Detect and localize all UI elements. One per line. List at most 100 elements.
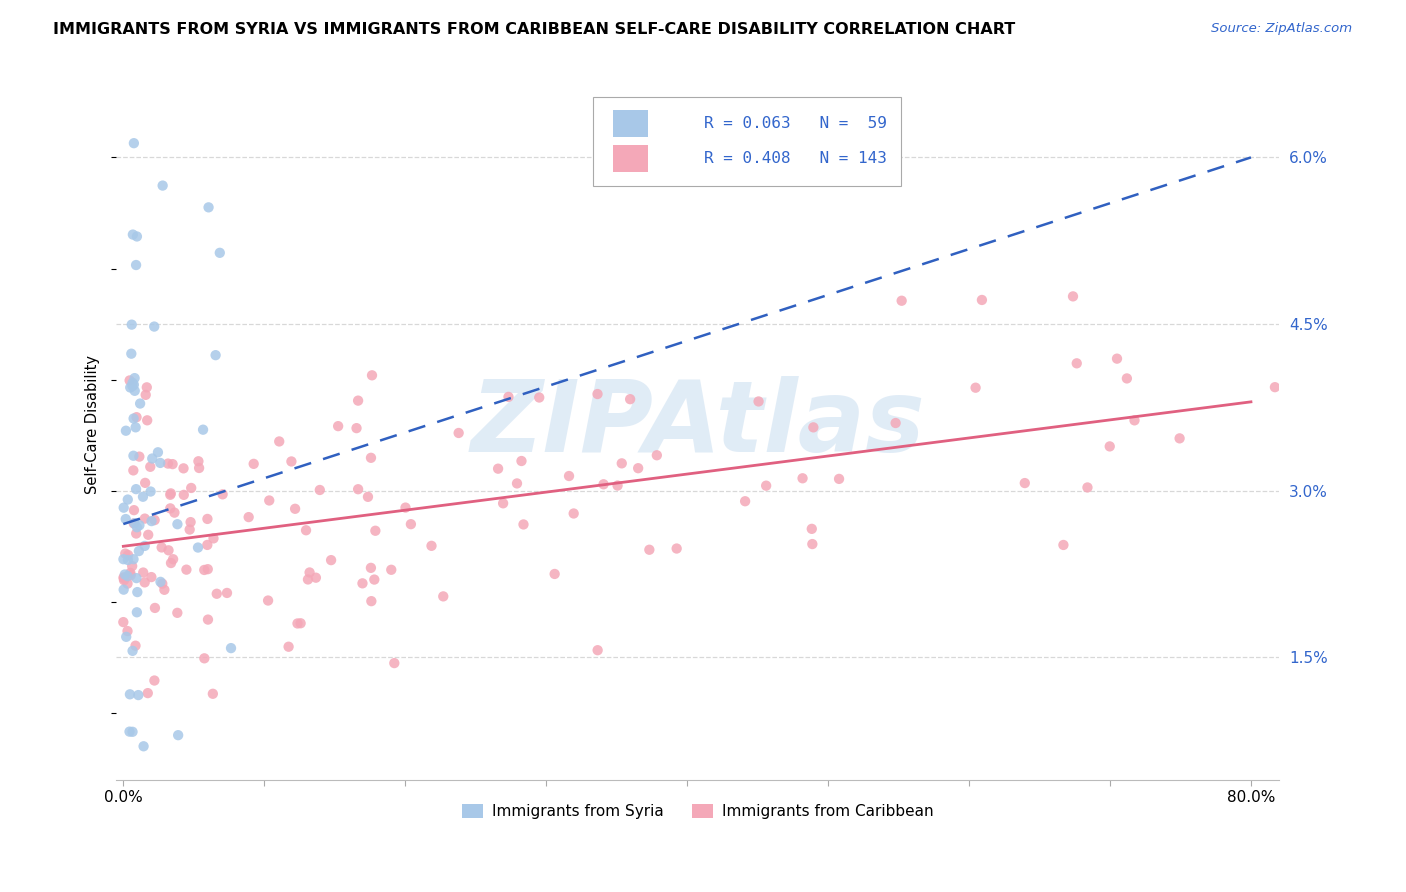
Point bbox=[965, 381, 987, 395]
Point bbox=[197, 200, 219, 214]
Point bbox=[117, 569, 139, 583]
Point bbox=[125, 520, 148, 534]
Point bbox=[167, 728, 190, 742]
Point bbox=[118, 724, 141, 739]
Point bbox=[269, 434, 291, 449]
Point bbox=[136, 413, 159, 427]
Point bbox=[162, 457, 184, 471]
Y-axis label: Self-Care Disability: Self-Care Disability bbox=[86, 354, 100, 493]
Point bbox=[360, 594, 382, 608]
Point bbox=[163, 506, 186, 520]
Point bbox=[114, 567, 136, 582]
Point bbox=[610, 456, 633, 470]
Point bbox=[380, 563, 402, 577]
Point bbox=[135, 388, 157, 402]
Point bbox=[360, 561, 382, 575]
Point bbox=[319, 553, 342, 567]
Point bbox=[153, 582, 176, 597]
Point bbox=[125, 526, 148, 541]
Point bbox=[121, 227, 143, 242]
Point bbox=[112, 573, 135, 587]
Point bbox=[277, 640, 299, 654]
Bar bbox=[613, 110, 648, 136]
Point bbox=[159, 488, 181, 502]
Bar bbox=[613, 145, 648, 172]
Point bbox=[193, 651, 215, 665]
Point bbox=[512, 517, 534, 532]
Point bbox=[143, 601, 166, 615]
Point bbox=[382, 656, 405, 670]
Point bbox=[128, 450, 150, 464]
Point bbox=[432, 590, 454, 604]
Point bbox=[127, 585, 149, 599]
Point bbox=[121, 724, 143, 739]
Point bbox=[420, 539, 443, 553]
Point bbox=[125, 571, 148, 585]
Point bbox=[149, 456, 172, 470]
Legend: Immigrants from Syria, Immigrants from Caribbean: Immigrants from Syria, Immigrants from C… bbox=[456, 797, 939, 825]
Point bbox=[346, 421, 368, 435]
Point bbox=[121, 559, 143, 574]
Point bbox=[121, 644, 143, 658]
Point bbox=[734, 494, 756, 508]
Point bbox=[141, 514, 163, 528]
Point bbox=[297, 573, 319, 587]
Point bbox=[120, 566, 142, 580]
Point bbox=[128, 518, 150, 533]
Point bbox=[394, 500, 416, 515]
Point bbox=[357, 490, 380, 504]
Point bbox=[638, 542, 661, 557]
Point bbox=[1264, 380, 1286, 394]
Point bbox=[498, 390, 520, 404]
Point bbox=[134, 475, 156, 490]
Point bbox=[129, 396, 152, 410]
Point bbox=[122, 552, 145, 566]
Point bbox=[114, 512, 136, 526]
Text: ZIPAtlas: ZIPAtlas bbox=[471, 376, 925, 473]
Point bbox=[197, 613, 219, 627]
Point bbox=[1076, 480, 1098, 494]
Point bbox=[115, 424, 138, 438]
Point bbox=[748, 394, 770, 409]
Point bbox=[143, 513, 166, 527]
Point bbox=[173, 488, 195, 502]
Text: R = 0.063   N =  59: R = 0.063 N = 59 bbox=[703, 116, 886, 131]
Point bbox=[122, 377, 145, 392]
Point bbox=[592, 477, 614, 491]
Point bbox=[120, 347, 142, 361]
Point bbox=[215, 586, 238, 600]
Point bbox=[238, 510, 260, 524]
Point bbox=[117, 553, 139, 567]
Point bbox=[211, 487, 233, 501]
Point bbox=[122, 463, 145, 477]
Point bbox=[150, 541, 173, 555]
Point bbox=[195, 538, 218, 552]
Point bbox=[112, 552, 135, 566]
Point bbox=[884, 416, 907, 430]
Point bbox=[1052, 538, 1074, 552]
Point bbox=[120, 380, 142, 394]
Point bbox=[205, 587, 228, 601]
Point bbox=[1098, 439, 1121, 453]
Point bbox=[800, 522, 823, 536]
Point bbox=[202, 532, 225, 546]
Point bbox=[156, 457, 179, 471]
Point bbox=[122, 449, 145, 463]
Point bbox=[150, 576, 173, 591]
Point bbox=[152, 178, 174, 193]
Point bbox=[122, 503, 145, 517]
Point bbox=[180, 481, 202, 495]
Point bbox=[132, 490, 155, 504]
Point bbox=[828, 472, 851, 486]
Point bbox=[792, 471, 814, 485]
Point bbox=[121, 376, 143, 390]
Point bbox=[1168, 431, 1191, 445]
Point bbox=[558, 469, 581, 483]
Point bbox=[188, 461, 211, 475]
Point bbox=[506, 476, 529, 491]
Point bbox=[112, 582, 135, 597]
Point bbox=[124, 384, 146, 398]
Point bbox=[1062, 289, 1084, 303]
Point bbox=[204, 348, 226, 362]
Point bbox=[1123, 413, 1146, 427]
